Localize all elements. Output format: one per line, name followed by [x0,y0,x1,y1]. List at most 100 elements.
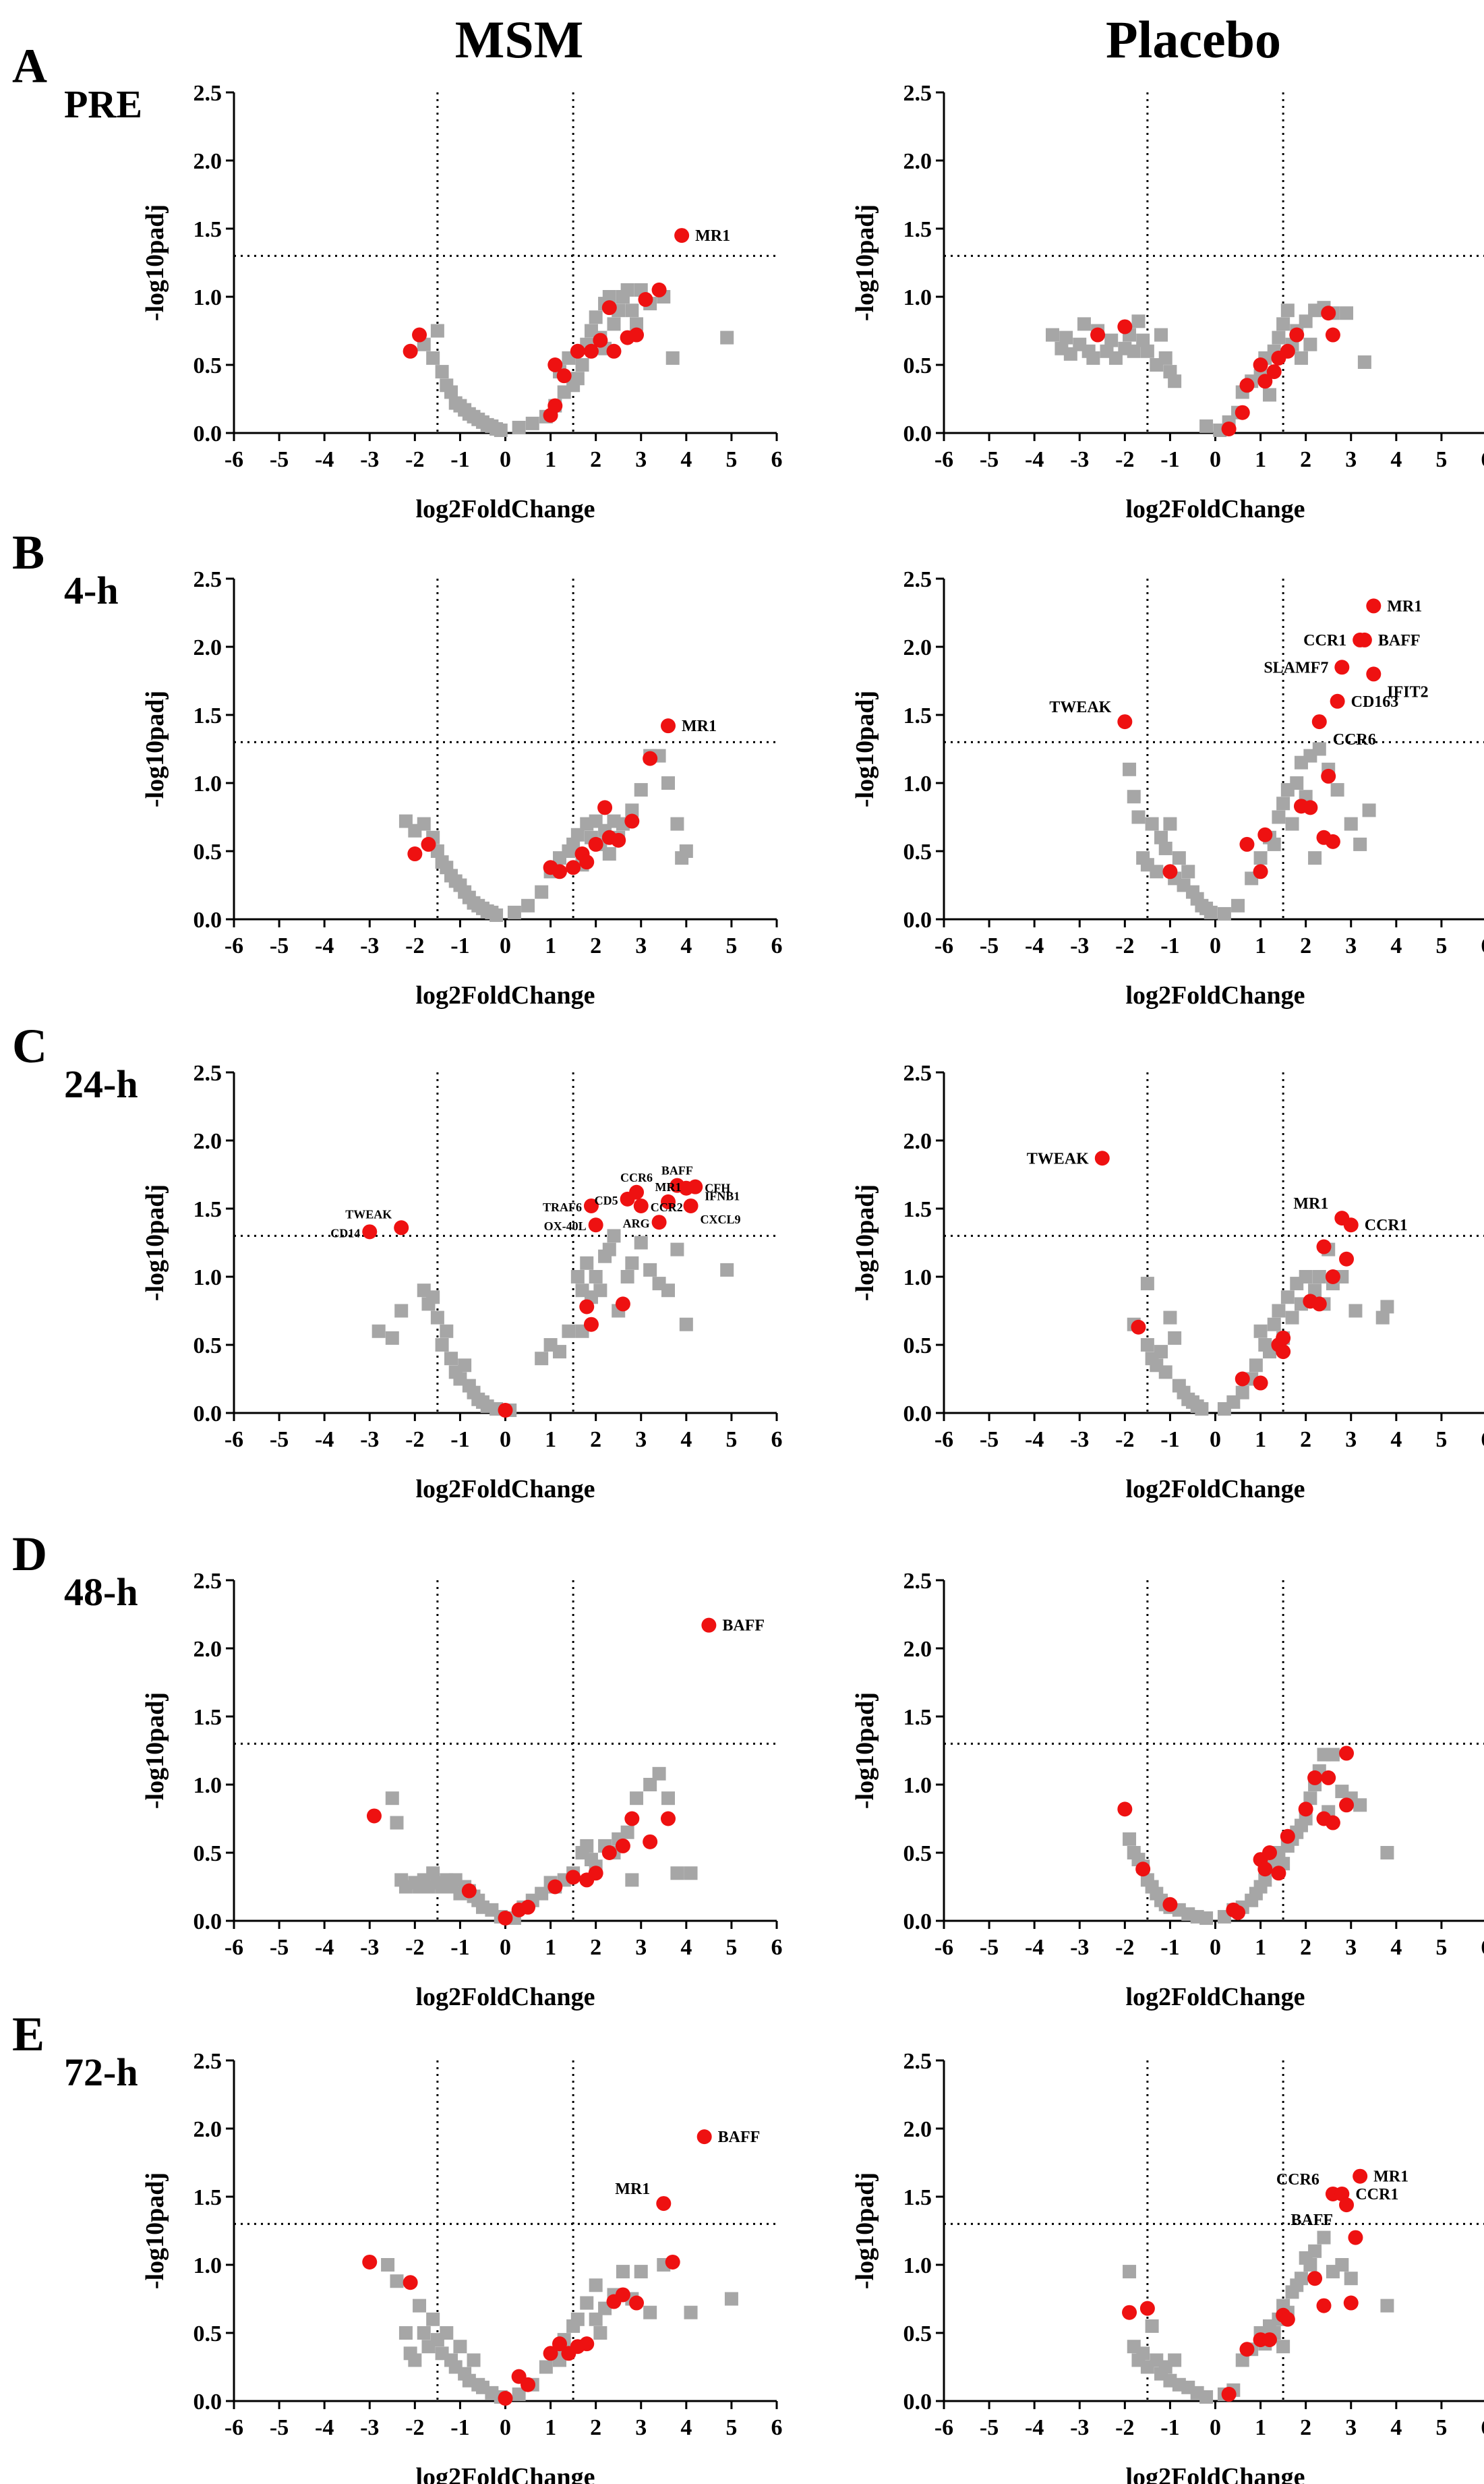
x-axis-label: log2FoldChange [415,495,595,523]
y-tick-label: 1.5 [903,703,932,728]
gene-point-grey [1158,841,1173,855]
x-tick-label: 6 [771,1427,783,1452]
gene-point-red [611,832,626,848]
x-tick-label: 1 [545,1427,556,1452]
x-tick-label: -3 [1070,933,1089,958]
x-tick-label: -6 [934,1935,953,1960]
x-tick-label: -2 [405,2415,424,2440]
gene-point-grey [430,1310,444,1325]
gene-point-grey [1163,1310,1177,1325]
y-tick-label: 1.0 [903,1773,932,1798]
gene-point-grey [1380,1846,1394,1859]
x-tick-label: -4 [1025,1427,1044,1452]
volcano-plot-e-placebo: 0.0 0.5 1.0 1.5 2.0 2.5 -6 -5 -4 -3 -2 -1 0 1 2 3 4 5 6 log… [851,2049,1484,2484]
x-tick-label: -6 [934,1427,953,1452]
gene-point-red [547,357,563,372]
gene-point-red [1325,1815,1340,1830]
gene-point-grey [1276,2340,1290,2354]
gene-point-red [498,2390,513,2406]
x-tick-label: -1 [450,447,469,472]
gene-point-grey [566,378,581,393]
gene-point-grey [1136,2346,1150,2361]
gene-point-red [543,2346,558,2361]
gene-point-red [643,1834,658,1849]
gene-point-grey [408,2353,422,2367]
gene-point-grey [607,1229,621,1243]
x-tick-label: -6 [225,447,243,472]
gene-point-grey [440,2326,454,2340]
y-tick-label: 0.5 [194,353,222,378]
x-tick-label: -1 [450,1427,469,1452]
x-tick-label: -2 [1115,1427,1134,1452]
gene-point-grey [1163,817,1177,831]
gene-point-grey [634,2265,648,2279]
gene-point-grey [616,2265,630,2279]
y-tick-label: 0.5 [903,1333,932,1358]
gene-point-grey [724,2292,738,2306]
gene-point-grey [1285,817,1299,831]
gene-point-grey [1249,1358,1263,1373]
gene-point-red [615,1296,630,1312]
gene-point-grey [589,310,603,324]
gene-point-grey [575,358,589,372]
x-tick-label: 3 [1345,447,1357,472]
x-tick-label: 0 [500,2415,511,2440]
gene-point-grey [620,1825,634,1839]
gene-point-grey [1131,314,1146,328]
x-tick-label: 3 [635,1427,647,1452]
gene-point-grey [625,803,639,817]
gene-point-red [552,864,567,879]
gene-point-red [1280,343,1295,359]
x-tick-label: 4 [680,933,692,958]
gene-point-red [1307,2271,1323,2286]
y-tick-label: 0.0 [903,908,932,933]
gene-label-cd5: CD5 [595,1194,618,1207]
gene-point-grey [453,2340,467,2354]
x-tick-label: 5 [1435,933,1447,958]
gene-point-grey [1086,351,1100,365]
gene-point-grey [1276,317,1290,331]
gene-point-red [1339,1797,1355,1813]
x-axis-label: log2FoldChange [415,2463,595,2484]
y-tick-label: 1.0 [194,772,222,797]
gene-point-grey [1253,1324,1268,1338]
x-tick-label: 1 [545,2415,556,2440]
gene-point-red [1257,827,1273,842]
x-tick-label: -4 [315,1935,334,1960]
gene-point-red [366,1808,382,1824]
gene-point-grey [1312,742,1326,756]
y-tick-label: 2.0 [903,2117,932,2142]
gene-point-red [583,1317,599,1332]
gene-point-red [1366,666,1382,682]
gene-point-grey [1330,783,1344,797]
gene-point-red [570,343,585,359]
gene-point-grey [679,844,693,858]
x-tick-label: 3 [1345,933,1357,958]
gene-point-grey [1308,851,1322,865]
gene-label-baff: BAFF [722,1617,765,1635]
y-axis-label: -log10padj [141,691,169,807]
gene-point-grey [580,1839,594,1853]
gene-point-grey [652,1766,666,1781]
gene-point-red [656,2196,672,2212]
gene-label-ccr6: CCR6 [1333,731,1376,749]
gene-point-red [588,1866,603,1881]
x-tick-label: 0 [1210,933,1221,958]
gene-point-grey [593,1283,607,1298]
x-tick-label: 4 [680,1935,692,1960]
x-tick-label: -3 [360,1935,379,1960]
gene-label-mr1: MR1 [1387,598,1422,615]
volcano-plot-d-placebo: 0.0 0.5 1.0 1.5 2.0 2.5 -6 -5 -4 -3 -2 -1 0 1 2 3 4 5 6 log… [851,1569,1484,2011]
x-tick-label: -5 [270,933,289,958]
y-tick-label: 0.0 [194,908,222,933]
gene-label-mr1: MR1 [615,2180,650,2198]
x-tick-label: -1 [450,2415,469,2440]
x-tick-label: 5 [725,1427,737,1452]
gene-point-grey [1303,337,1317,351]
gene-point-red [1230,1905,1246,1920]
x-tick-label: 5 [725,933,737,958]
gene-point-red [547,1879,563,1895]
time-label-e: 72-h [64,2050,138,2094]
gene-point-red [1289,327,1305,343]
x-tick-label: -5 [980,1935,999,1960]
